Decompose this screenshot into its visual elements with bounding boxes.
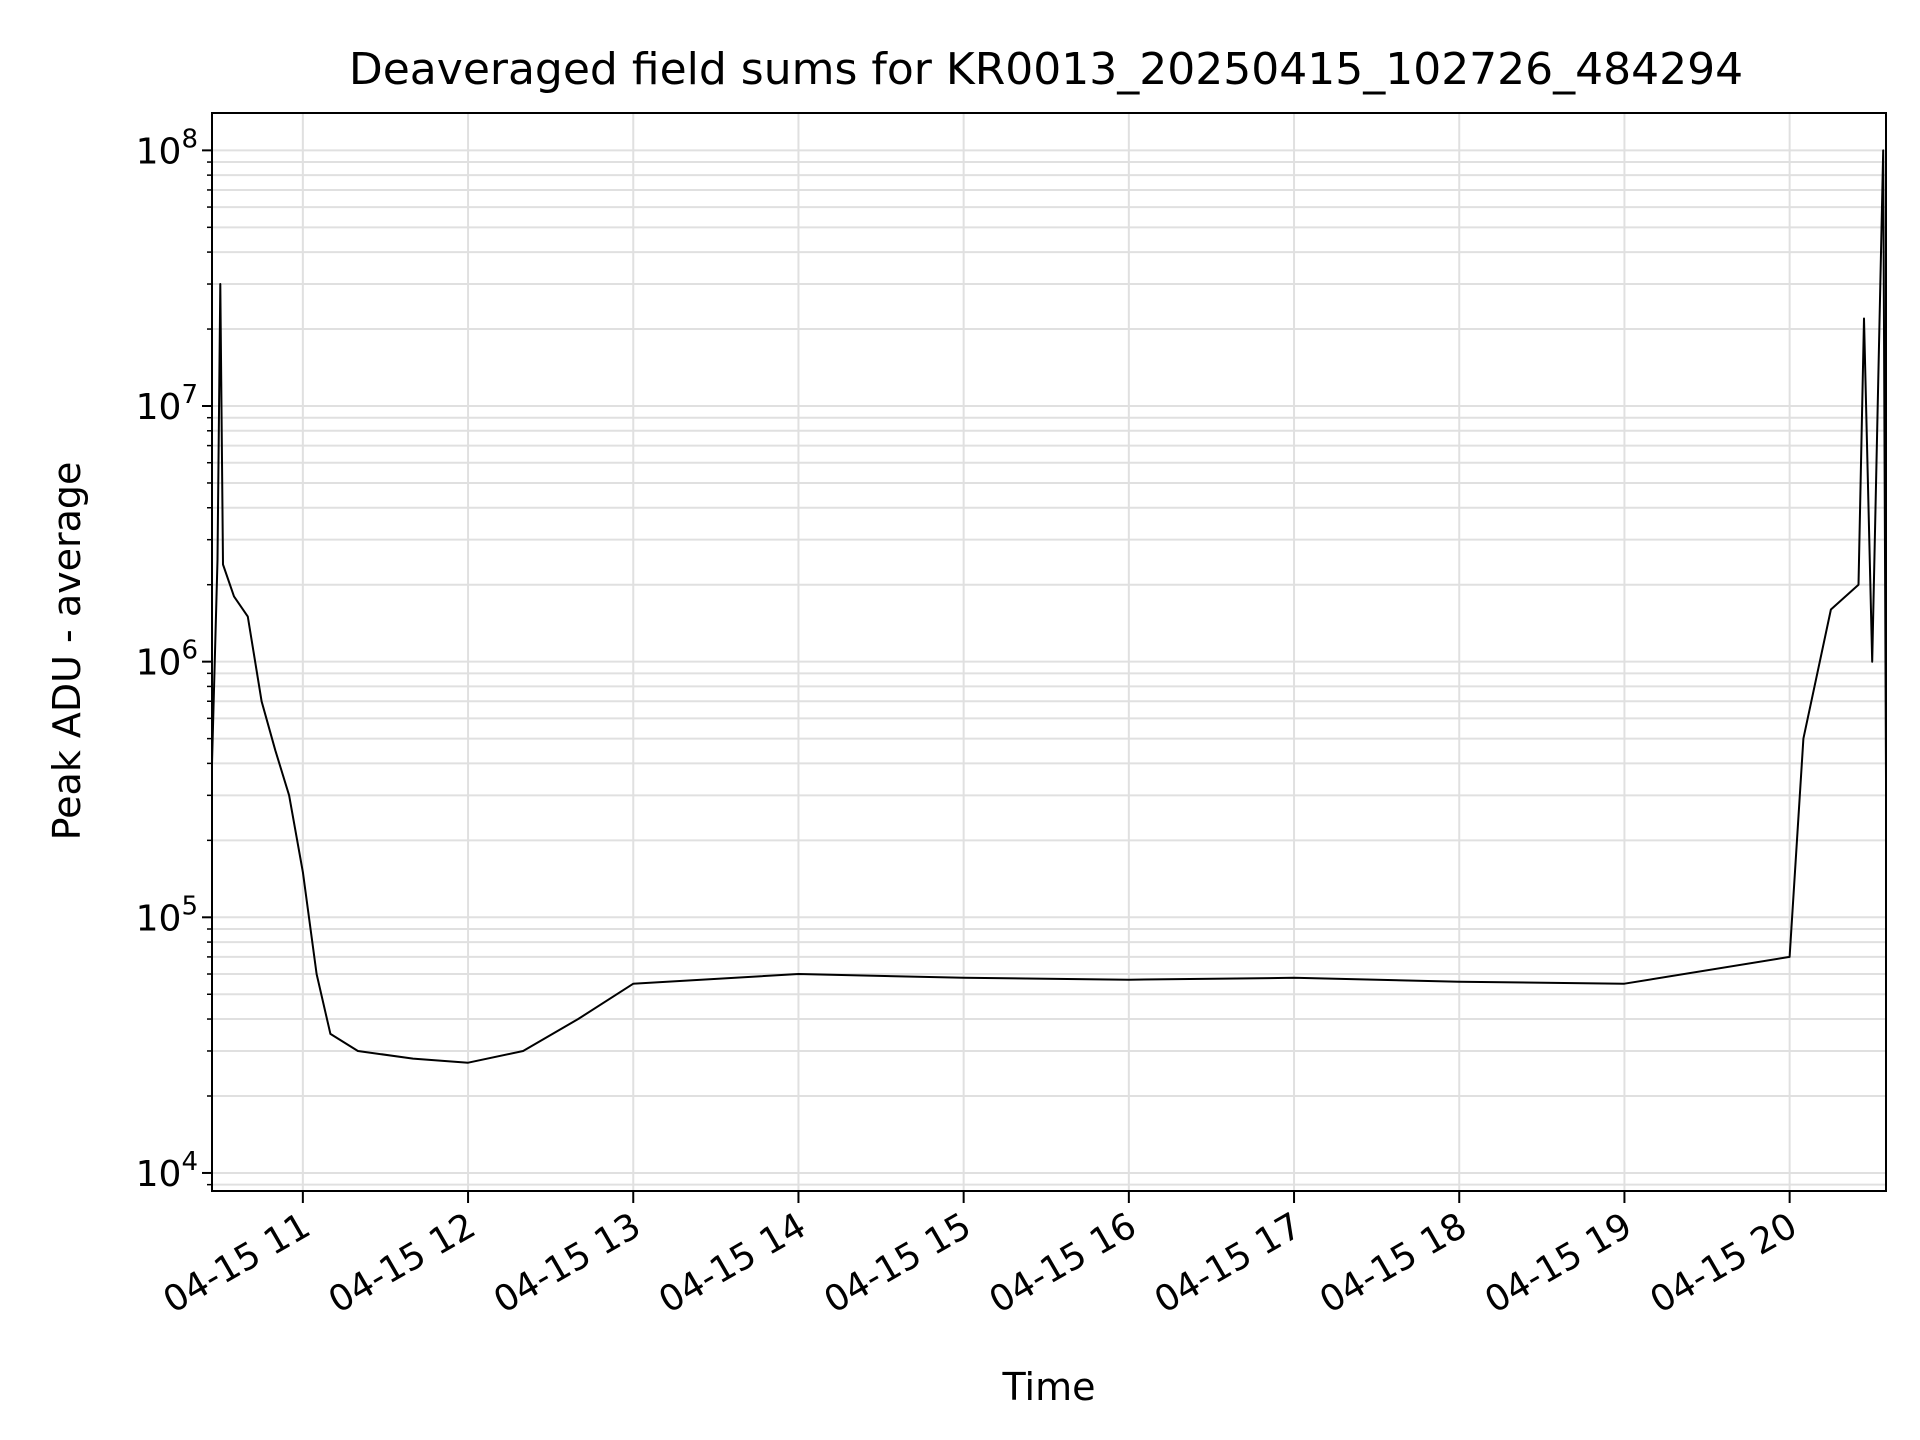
y-tick-label: 105 (136, 891, 198, 939)
y-tick-label: 104 (136, 1147, 198, 1195)
y-axis: 104 105 106 107 108 (136, 124, 212, 1195)
plot-frame (211, 112, 1887, 1192)
y-tick-label: 108 (136, 124, 198, 172)
grid (212, 113, 1886, 1191)
series-group (211, 149, 1887, 1064)
y-tick-label: 106 (136, 636, 198, 684)
chart-title: Deaveraged field sums for KR0013_2025041… (349, 44, 1743, 95)
series-line (211, 149, 1887, 1064)
x-axis-label: Time (1002, 1365, 1096, 1409)
y-axis-label: Peak ADU - average (45, 462, 89, 841)
y-tick-label: 107 (136, 380, 198, 428)
